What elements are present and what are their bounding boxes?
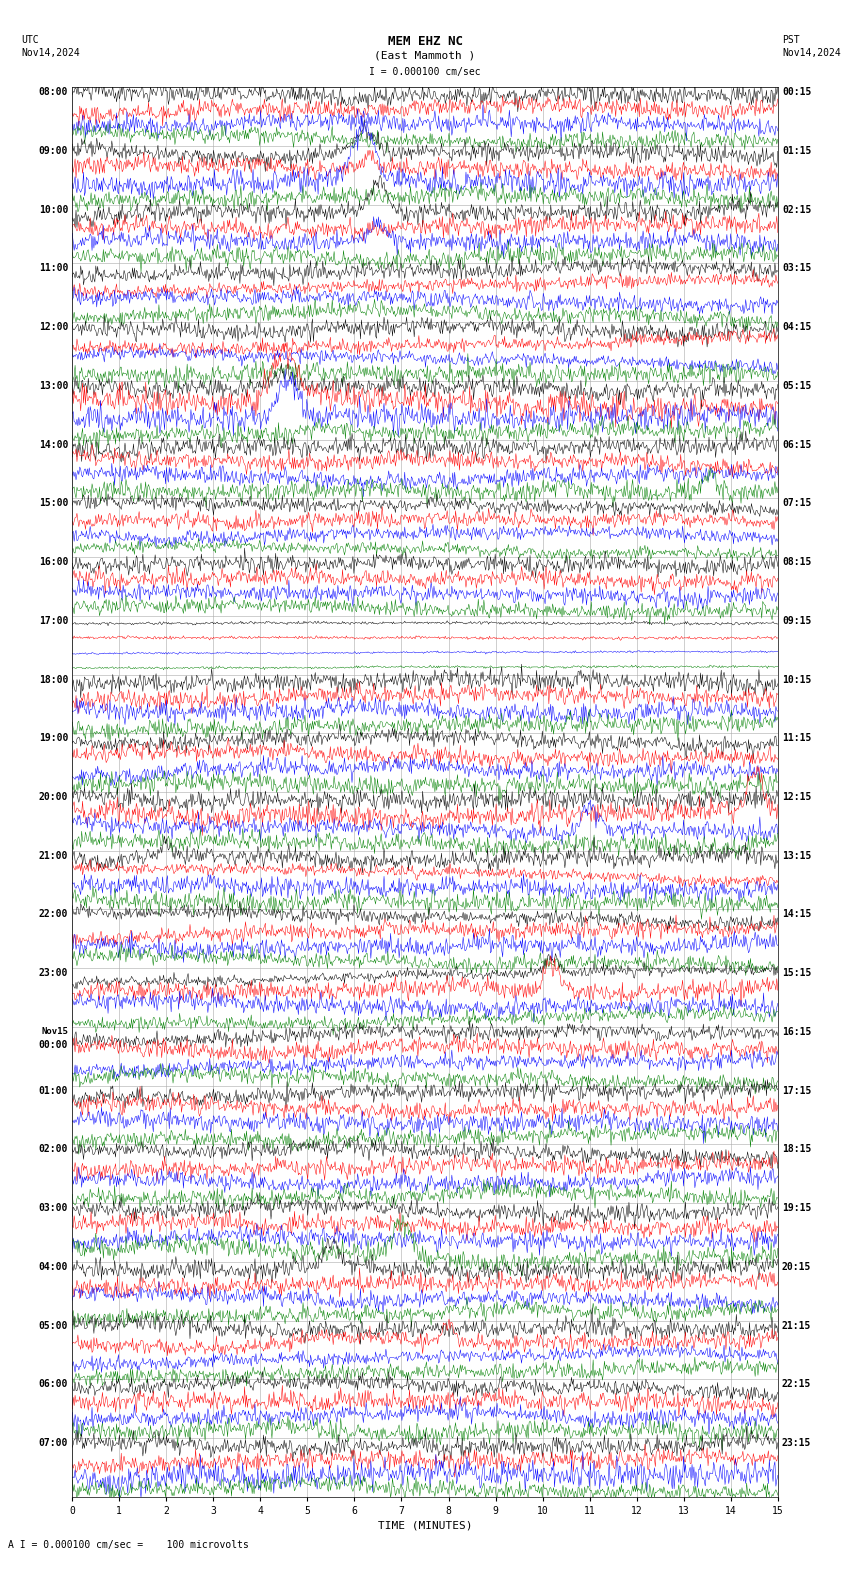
Text: 16:00: 16:00: [38, 558, 68, 567]
Text: 23:15: 23:15: [782, 1438, 812, 1448]
Text: 06:15: 06:15: [782, 439, 812, 450]
Text: 09:15: 09:15: [782, 616, 812, 626]
Text: 07:00: 07:00: [38, 1438, 68, 1448]
Text: 04:00: 04:00: [38, 1262, 68, 1272]
Text: I = 0.000100 cm/sec: I = 0.000100 cm/sec: [369, 67, 481, 76]
Text: 00:15: 00:15: [782, 87, 812, 97]
Text: 20:15: 20:15: [782, 1262, 812, 1272]
Text: 08:00: 08:00: [38, 87, 68, 97]
Text: 07:15: 07:15: [782, 499, 812, 508]
Text: Nov14,2024: Nov14,2024: [21, 48, 80, 57]
Text: 01:00: 01:00: [38, 1085, 68, 1096]
Text: 16:15: 16:15: [782, 1026, 812, 1038]
Text: 17:15: 17:15: [782, 1085, 812, 1096]
Text: PST: PST: [782, 35, 800, 44]
Text: 22:00: 22:00: [38, 909, 68, 919]
Text: 09:00: 09:00: [38, 146, 68, 155]
Text: 10:00: 10:00: [38, 204, 68, 214]
Text: 01:15: 01:15: [782, 146, 812, 155]
Text: 02:00: 02:00: [38, 1144, 68, 1155]
Text: MEM EHZ NC: MEM EHZ NC: [388, 35, 462, 48]
Text: 18:15: 18:15: [782, 1144, 812, 1155]
Text: 13:15: 13:15: [782, 851, 812, 860]
Text: 14:00: 14:00: [38, 439, 68, 450]
Text: 04:15: 04:15: [782, 322, 812, 333]
Text: 05:15: 05:15: [782, 380, 812, 391]
Text: 15:15: 15:15: [782, 968, 812, 979]
Text: 21:00: 21:00: [38, 851, 68, 860]
X-axis label: TIME (MINUTES): TIME (MINUTES): [377, 1521, 473, 1530]
Text: 03:00: 03:00: [38, 1204, 68, 1213]
Text: 19:15: 19:15: [782, 1204, 812, 1213]
Text: 13:00: 13:00: [38, 380, 68, 391]
Text: 03:15: 03:15: [782, 263, 812, 274]
Text: 22:15: 22:15: [782, 1380, 812, 1389]
Text: UTC: UTC: [21, 35, 39, 44]
Text: 18:00: 18:00: [38, 675, 68, 684]
Text: 06:00: 06:00: [38, 1380, 68, 1389]
Text: Nov14,2024: Nov14,2024: [782, 48, 841, 57]
Text: 20:00: 20:00: [38, 792, 68, 802]
Text: 00:00: 00:00: [38, 1039, 68, 1050]
Text: 02:15: 02:15: [782, 204, 812, 214]
Text: 10:15: 10:15: [782, 675, 812, 684]
Text: 15:00: 15:00: [38, 499, 68, 508]
Text: 08:15: 08:15: [782, 558, 812, 567]
Text: 05:00: 05:00: [38, 1321, 68, 1331]
Text: 21:15: 21:15: [782, 1321, 812, 1331]
Text: 11:00: 11:00: [38, 263, 68, 274]
Text: 14:15: 14:15: [782, 909, 812, 919]
Text: Nov15: Nov15: [41, 1026, 68, 1036]
Text: 17:00: 17:00: [38, 616, 68, 626]
Text: 12:00: 12:00: [38, 322, 68, 333]
Text: 11:15: 11:15: [782, 733, 812, 743]
Text: A I = 0.000100 cm/sec =    100 microvolts: A I = 0.000100 cm/sec = 100 microvolts: [8, 1540, 249, 1549]
Text: (East Mammoth ): (East Mammoth ): [374, 51, 476, 60]
Text: 19:00: 19:00: [38, 733, 68, 743]
Text: 23:00: 23:00: [38, 968, 68, 979]
Text: 12:15: 12:15: [782, 792, 812, 802]
